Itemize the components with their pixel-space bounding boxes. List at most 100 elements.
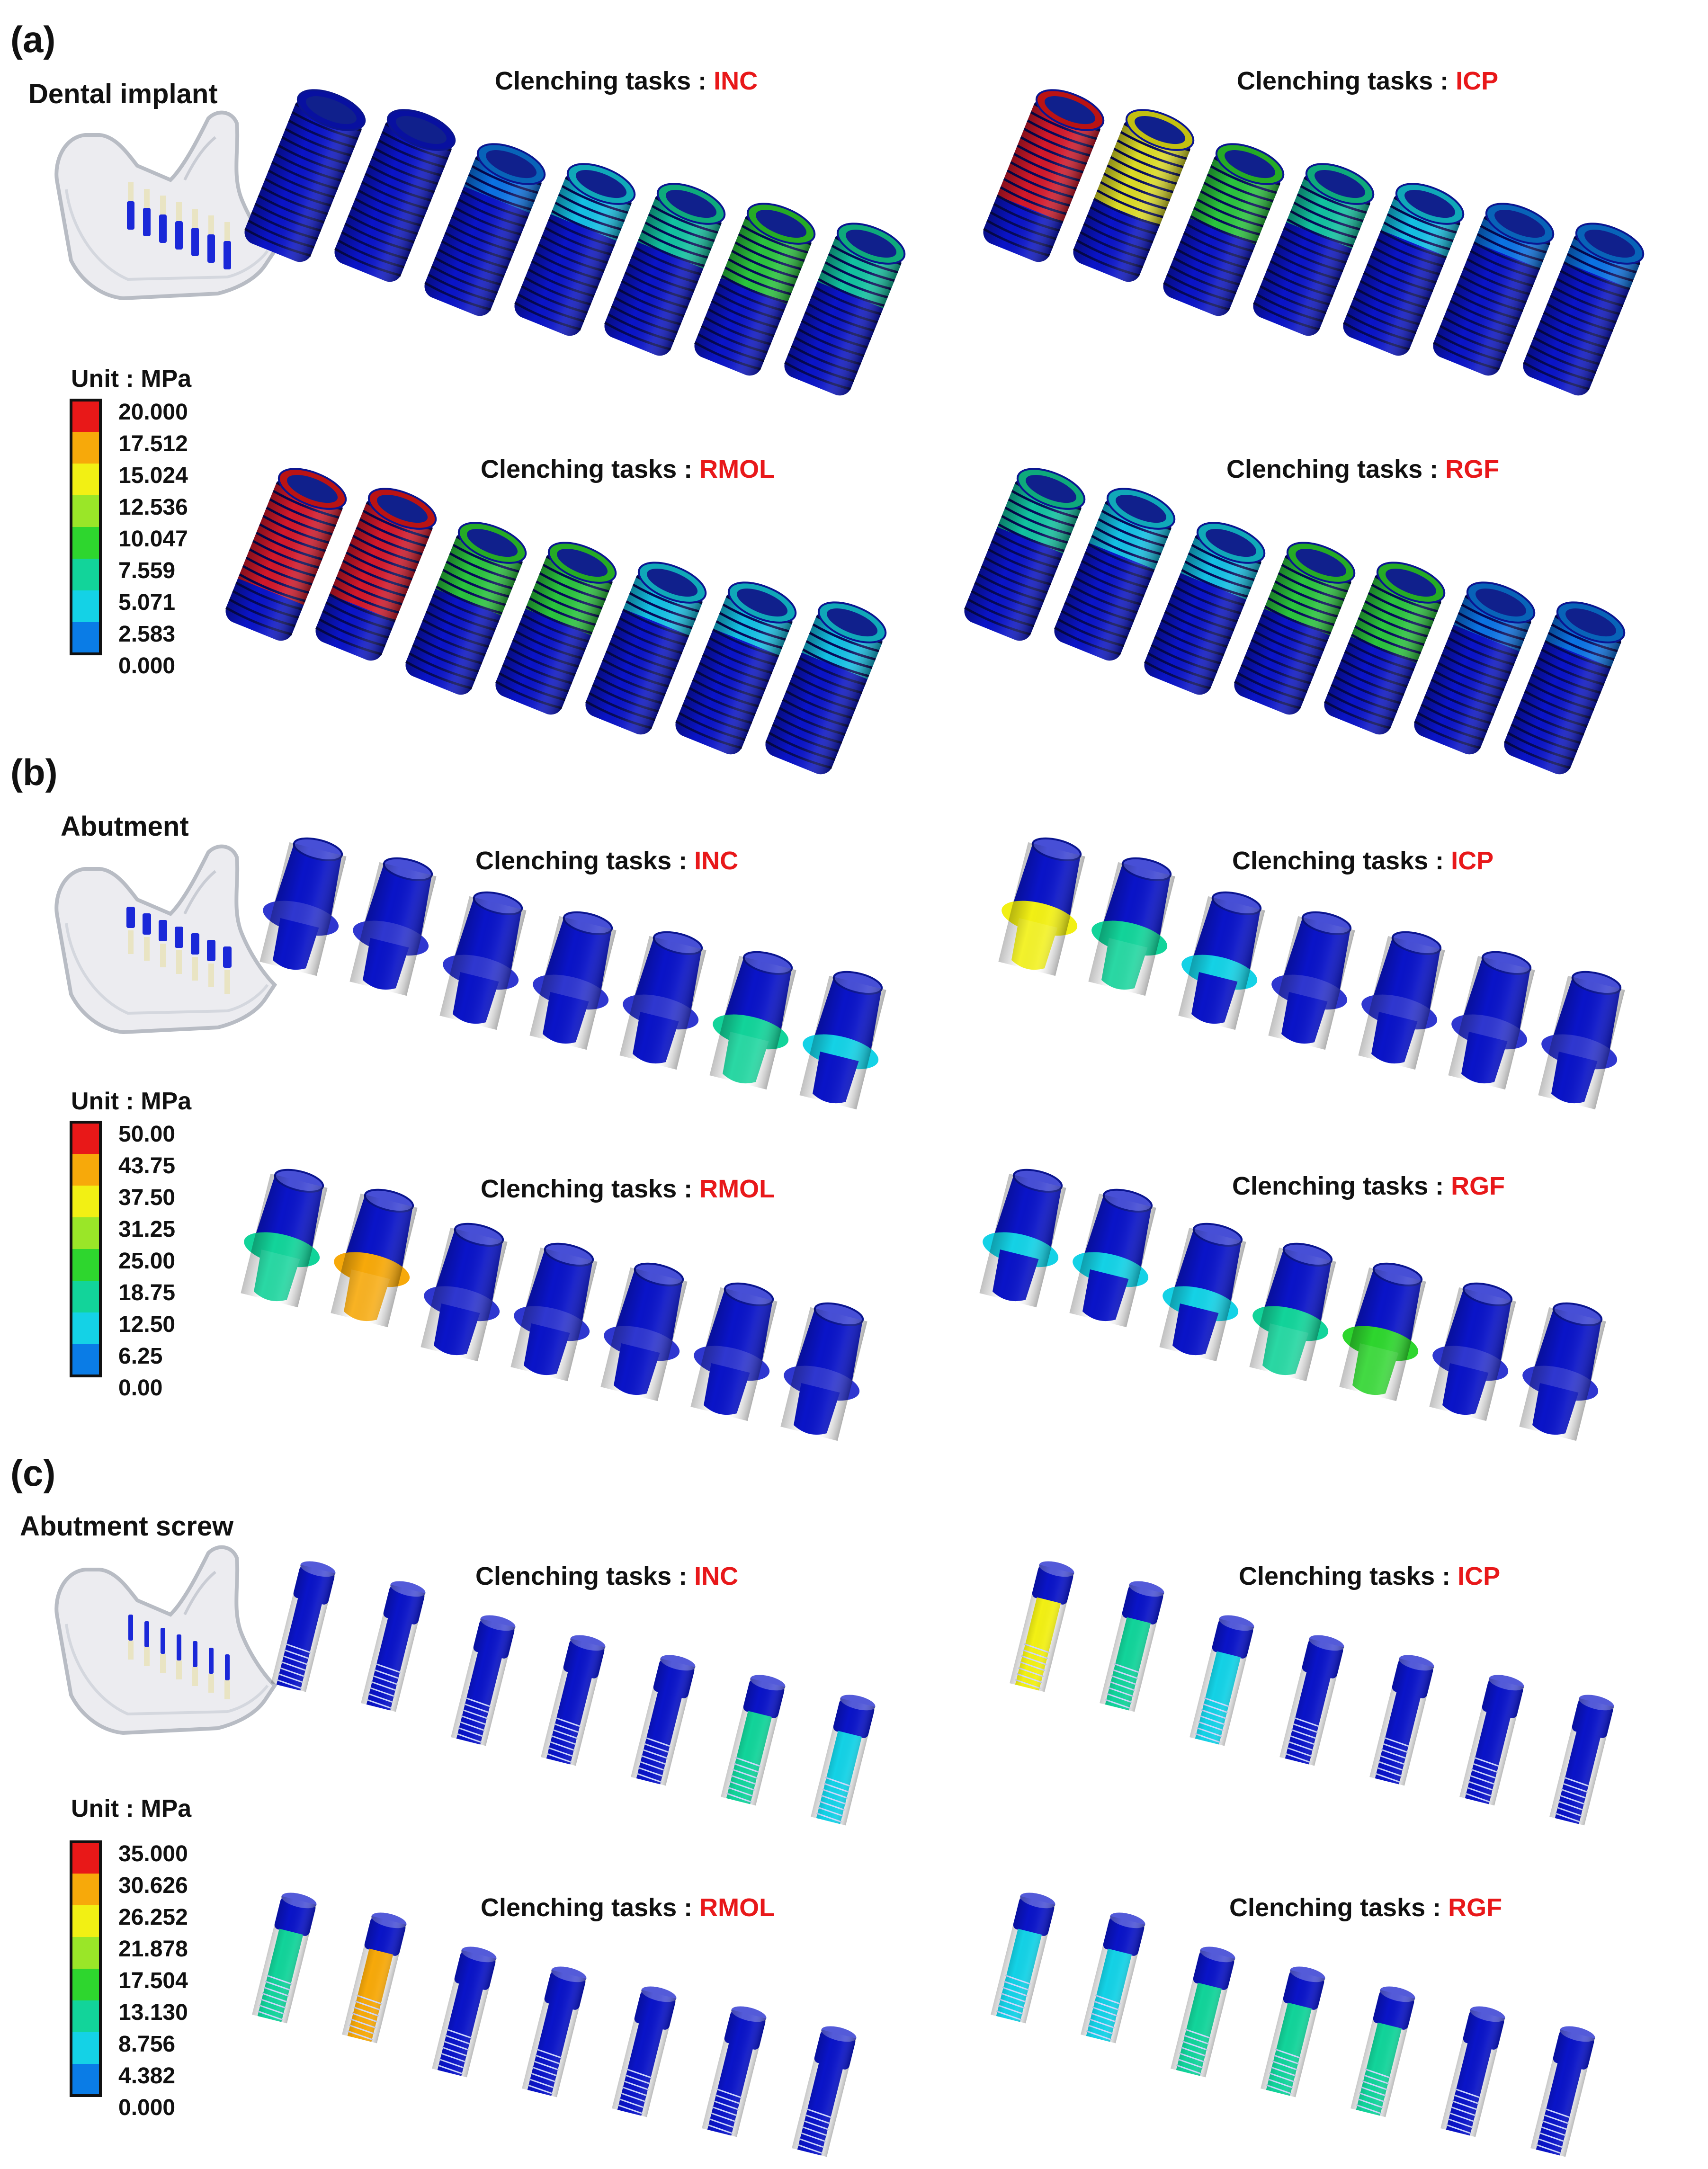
colorbar-band [71, 400, 100, 432]
jaw-screw-marker [193, 1641, 197, 1667]
task-label-b-rmol: Clenching tasks : RMOL [481, 1175, 775, 1203]
part-group-abutment-rmol [241, 1169, 867, 1441]
abutment-model-4 [1268, 911, 1355, 1050]
screw-model-2 [342, 1912, 407, 2044]
implant-model-4 [1253, 163, 1375, 336]
colorbar-level-label: 21.878 [118, 1937, 188, 1962]
part-group-abutment-rgf [979, 1169, 1606, 1441]
part-group-screw-rgf [991, 1892, 1595, 2157]
screw-model-7 [811, 1695, 876, 1826]
colorbar-band [71, 464, 100, 495]
colorbar-level-label: 35.000 [118, 1841, 188, 1866]
colorbar-level-label: 30.626 [118, 1873, 188, 1898]
implant-model-1 [244, 89, 366, 262]
implant-model-3 [1163, 143, 1285, 316]
implant-model-1 [225, 468, 347, 641]
colorbar-level-label: 37.50 [118, 1185, 176, 1210]
screw-model-1 [1010, 1561, 1074, 1692]
colorbar-band [71, 1842, 100, 1874]
colorbar-2 [70, 1840, 102, 2097]
jaw-abutment-marker [207, 940, 215, 961]
implant-model-6 [675, 581, 797, 755]
mandible-icon-2 [54, 1545, 277, 1735]
colorbar-level-label: 50.00 [118, 1122, 176, 1147]
colorbar-level-label: 18.75 [118, 1280, 176, 1305]
jaw-screw-marker [144, 1621, 149, 1647]
colorbar-band [71, 1122, 100, 1154]
colorbar-band [71, 527, 100, 559]
colorbar-level-label: 8.756 [118, 2032, 176, 2057]
abutment-model-5 [600, 1262, 688, 1401]
jaw-implant-marker [224, 241, 231, 269]
colorbar-frame [70, 1121, 102, 1377]
screw-model-4 [1261, 1966, 1325, 2098]
screw-model-4 [541, 1635, 606, 1766]
panel-title-implant: Dental implant [28, 79, 218, 109]
jaw-abutment-marker [159, 920, 167, 941]
abutment-model-4 [529, 911, 617, 1050]
abutment-model-3 [439, 891, 527, 1030]
colorbar-level-label: 20.000 [118, 400, 188, 425]
implant-model-5 [604, 183, 726, 356]
implant-model-7 [784, 223, 906, 396]
colorbar-band [71, 1154, 100, 1186]
screw-model-3 [1171, 1946, 1235, 2078]
jaw-screw-marker [225, 1654, 230, 1680]
panel-letter-b: (b) [10, 751, 58, 793]
part-group-implant-inc [244, 89, 906, 396]
implant-model-5 [585, 562, 707, 735]
implant-model-2 [334, 109, 456, 282]
unit-label-implant: Unit : MPa [71, 365, 192, 393]
colorbar-band [71, 559, 100, 590]
panel-title-abutment: Abutment [61, 811, 189, 842]
screw-model-6 [1459, 1675, 1524, 1806]
abutment-model-3 [420, 1223, 508, 1362]
implant-model-4 [514, 163, 636, 336]
colorbar-band [71, 2032, 100, 2064]
implant-model-7 [1523, 223, 1645, 396]
implant-model-3 [1144, 522, 1266, 695]
abutment-model-5 [1339, 1262, 1426, 1401]
jaw-screw-marker [177, 1634, 181, 1660]
colorbar-band [71, 1905, 100, 1937]
jaw-screw-marker [161, 1628, 165, 1654]
colorbar-level-label: 43.75 [118, 1153, 176, 1178]
screw-model-5 [1369, 1655, 1434, 1786]
jaw-abutment-marker [223, 946, 232, 968]
colorbar-band [71, 1217, 100, 1249]
task-label-c-rmol: Clenching tasks : RMOL [481, 1893, 775, 1922]
mandible-icon-0 [54, 110, 277, 301]
panel-title-screw: Abutment screw [20, 1511, 234, 1542]
part-group-implant-icp [983, 89, 1645, 396]
abutment-model-3 [1159, 1223, 1246, 1362]
abutment-model-2 [331, 1188, 418, 1328]
task-label-b-rgf: Clenching tasks : RGF [1232, 1172, 1505, 1200]
colorbar-band [71, 590, 100, 622]
part-group-implant-rgf [964, 468, 1626, 775]
implant-model-5 [1324, 562, 1446, 735]
colorbar-band [71, 2064, 100, 2096]
abutment-model-2 [1088, 857, 1175, 996]
colorbar-band [71, 432, 100, 464]
abutment-model-7 [1538, 971, 1625, 1110]
colorbar-level-label: 17.504 [118, 1968, 188, 1993]
jaw-implant-marker [143, 208, 151, 236]
abutment-model-5 [619, 931, 706, 1070]
colorbar-band [71, 622, 100, 654]
colorbar-band [71, 1344, 100, 1376]
implant-model-4 [1234, 542, 1356, 715]
abutment-model-6 [690, 1282, 778, 1421]
abutment-model-4 [1249, 1242, 1336, 1382]
jaw-implant-marker [127, 201, 134, 230]
colorbar-level-label: 7.559 [118, 558, 176, 583]
colorbar-band [71, 1249, 100, 1281]
colorbar-level-label: 2.583 [118, 622, 176, 647]
colorbar-band [71, 495, 100, 527]
part-group-abutment-icp [998, 837, 1625, 1110]
implant-model-1 [983, 89, 1105, 262]
implant-model-7 [1504, 601, 1626, 775]
task-label-a-rgf: Clenching tasks : RGF [1226, 455, 1500, 483]
jaw-screw-marker [128, 1615, 133, 1641]
